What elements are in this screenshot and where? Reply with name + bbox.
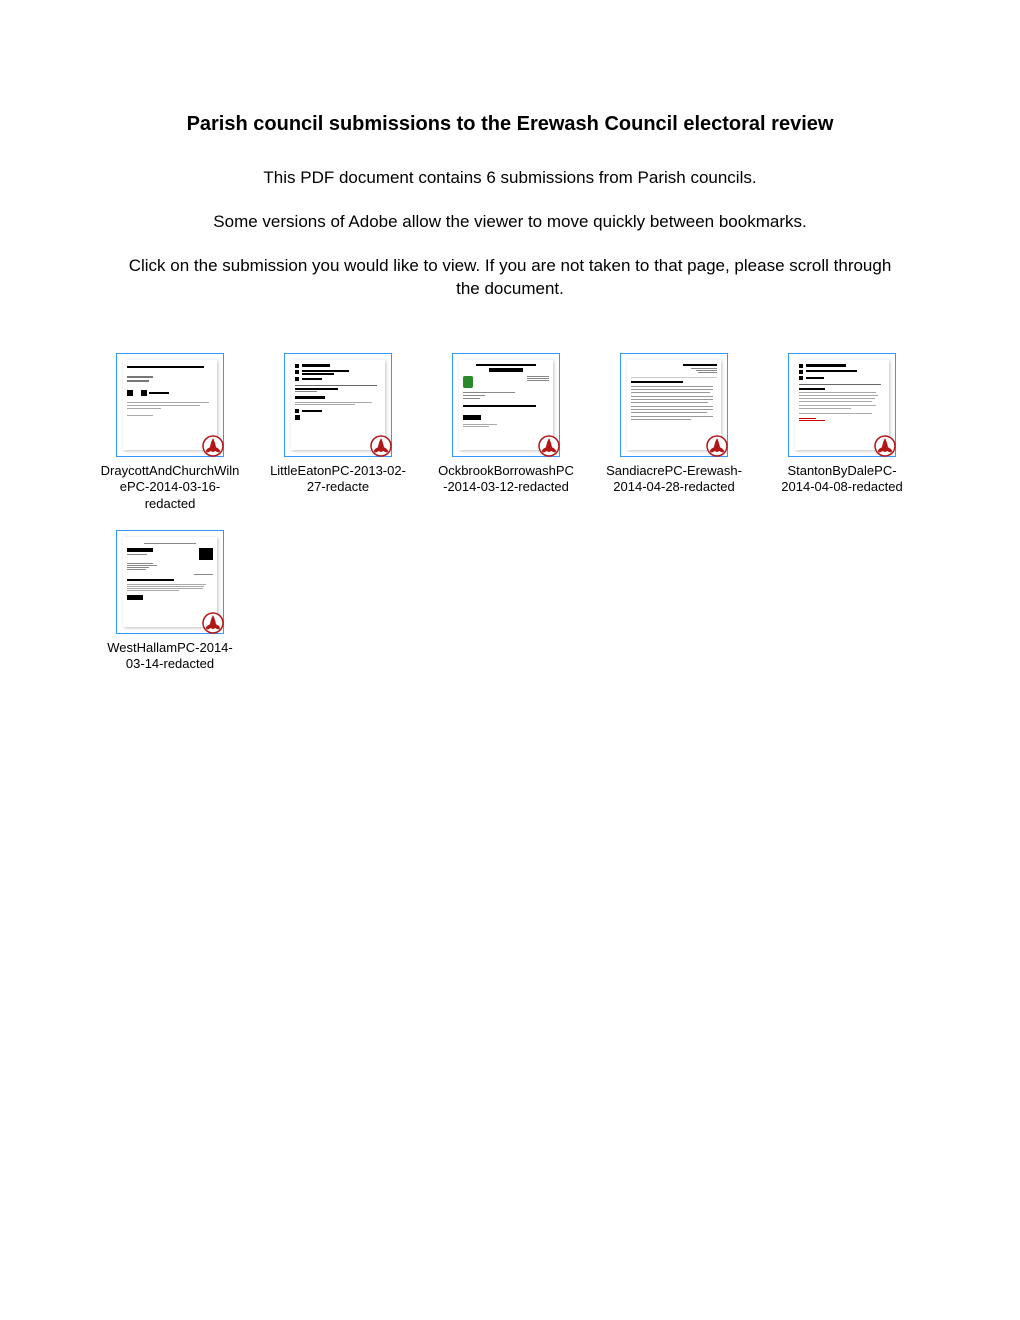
thumbnail-label: WestHallamPC-2014-03-14-redacted — [100, 640, 240, 673]
pdf-icon — [705, 434, 729, 458]
thumbnail-frame — [284, 353, 392, 457]
thumbnail-frame — [452, 353, 560, 457]
thumbnail-label: SandiacrePC-Erewash-2014-04-28-redacted — [604, 463, 744, 496]
pdf-thumbnail[interactable]: StantonByDalePC-2014-04-08-redacted — [772, 353, 912, 512]
thumbnail-frame — [620, 353, 728, 457]
document-page: Parish council submissions to the Erewas… — [0, 0, 1020, 744]
intro-line-2: Some versions of Adobe allow the viewer … — [100, 210, 920, 234]
pdf-icon — [537, 434, 561, 458]
pdf-icon — [369, 434, 393, 458]
thumbnail-frame — [116, 353, 224, 457]
thumbnail-grid: DraycottAndChurchWilnePC-2014-03-16-reda… — [100, 341, 920, 684]
thumbnail-frame — [116, 530, 224, 634]
thumbnail-label: LittleEatonPC-2013-02-27-redacte — [268, 463, 408, 496]
pdf-thumbnail[interactable]: WestHallamPC-2014-03-14-redacted — [100, 530, 240, 673]
pdf-thumbnail[interactable]: SandiacrePC-Erewash-2014-04-28-redacted — [604, 353, 744, 512]
pdf-thumbnail[interactable]: LittleEatonPC-2013-02-27-redacte — [268, 353, 408, 512]
pdf-icon — [873, 434, 897, 458]
thumbnail-label: OckbrookBorrowashPC-2014-03-12-redacted — [436, 463, 576, 496]
pdf-icon — [201, 434, 225, 458]
pdf-thumbnail[interactable]: OckbrookBorrowashPC-2014-03-12-redacted — [436, 353, 576, 512]
intro-line-1: This PDF document contains 6 submissions… — [100, 166, 920, 190]
intro-line-3: Click on the submission you would like t… — [100, 254, 920, 302]
thumbnail-frame — [788, 353, 896, 457]
thumbnail-label: DraycottAndChurchWilnePC-2014-03-16-reda… — [100, 463, 240, 512]
page-title: Parish council submissions to the Erewas… — [100, 110, 920, 138]
thumbnail-label: StantonByDalePC-2014-04-08-redacted — [772, 463, 912, 496]
pdf-icon — [201, 611, 225, 635]
pdf-thumbnail[interactable]: DraycottAndChurchWilnePC-2014-03-16-reda… — [100, 353, 240, 512]
